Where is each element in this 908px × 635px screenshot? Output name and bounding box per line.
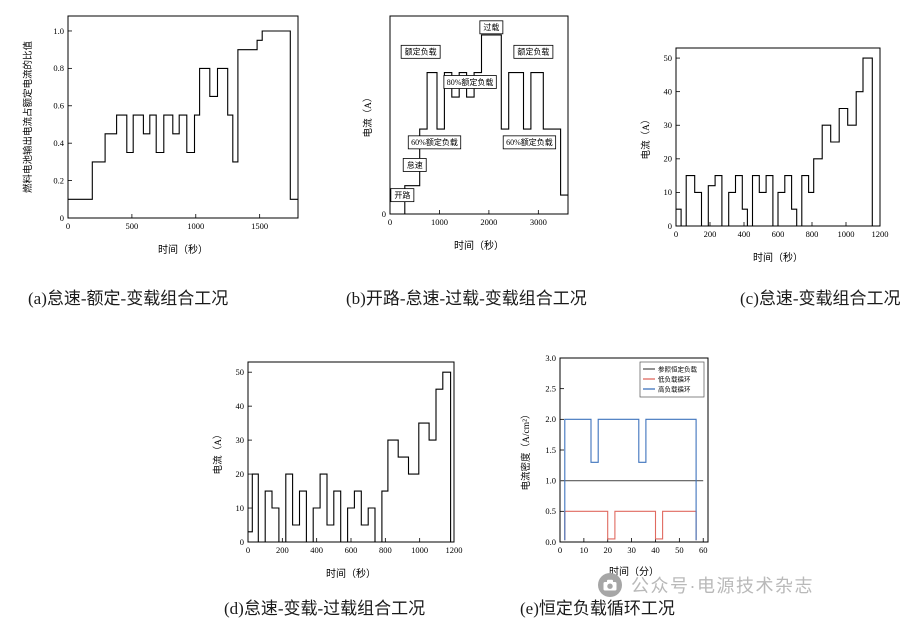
svg-text:1000: 1000 [838,229,855,239]
svg-text:1000: 1000 [187,221,204,231]
svg-text:80%额定负载: 80%额定负载 [447,77,494,87]
svg-text:0: 0 [558,545,562,555]
svg-text:1000: 1000 [431,217,448,227]
svg-text:40: 40 [236,401,245,411]
svg-text:10: 10 [580,545,589,555]
svg-text:30: 30 [627,545,636,555]
svg-text:40: 40 [664,86,673,96]
svg-text:0: 0 [240,537,244,547]
svg-text:50: 50 [675,545,684,555]
svg-text:0: 0 [668,221,672,231]
svg-text:10: 10 [664,187,673,197]
svg-text:800: 800 [379,545,392,555]
svg-text:电流密度（A/cm²）: 电流密度（A/cm²） [520,410,532,491]
svg-text:时间（秒）: 时间（秒） [158,243,208,256]
svg-text:0: 0 [66,221,70,231]
svg-text:200: 200 [276,545,289,555]
svg-text:怠速: 怠速 [407,160,423,170]
caption-c: (c)怠速-变载组合工况 [740,289,901,308]
chart-c: 0 200 400 600 800 1000 1200 0 10 20 30 40 50 时间（秒） 电流（… [638,40,890,266]
svg-text:时间（分）: 时间（分） [609,565,659,578]
svg-text:1500: 1500 [251,221,268,231]
chart-a: 0 500 1000 1500 0 0.2 0.4 0.6 0.8 1.0 时间（秒） 燃料电池输出电… [20,6,308,258]
chart-e-plot: 0 10 20 30 40 50 60 0.0 0.5 1.0 1.5 2.0 2.5 3.0 参照恒定负载… [520,353,709,578]
svg-text:600: 600 [345,545,358,555]
svg-text:高负载循环: 高负载循环 [658,384,691,393]
svg-text:200: 200 [704,229,717,239]
svg-text:1.0: 1.0 [545,475,556,485]
watermark: 公众号·电源技术杂志 [598,572,814,598]
svg-text:40: 40 [651,545,660,555]
watermark-text: 公众号·电源技术杂志 [631,576,814,596]
svg-text:额定负载: 额定负载 [517,47,549,57]
svg-text:低负载循环: 低负载循环 [658,374,691,383]
svg-text:60%额定负载: 60%额定负载 [506,137,553,147]
chart-a-plot: 0 500 1000 1500 0 0.2 0.4 0.6 0.8 1.0 时间（秒） 燃料电池输出电… [22,15,299,256]
chart-b: 0 1000 2000 3000 0 开路 怠速 60%额定负载 额定负载 80%额定负载 过载额定… [360,6,578,254]
svg-text:电流（A）: 电流（A） [640,115,652,160]
svg-text:0.4: 0.4 [53,138,64,148]
svg-text:0.2: 0.2 [53,175,64,185]
svg-text:800: 800 [806,229,819,239]
chart-d-plot: 0 200 400 600 800 1000 1200 0 10 20 30 40 50 时间（秒） 电流（… [212,361,463,580]
svg-text:额定负载: 额定负载 [405,47,437,57]
svg-text:电流（A）: 电流（A） [212,430,224,475]
svg-text:10: 10 [236,503,245,513]
svg-text:0: 0 [60,213,64,223]
svg-text:1200: 1200 [872,229,889,239]
svg-text:3000: 3000 [530,217,547,227]
svg-text:60: 60 [699,545,708,555]
svg-text:50: 50 [236,367,245,377]
svg-text:0: 0 [388,217,392,227]
svg-text:500: 500 [126,221,139,231]
svg-text:2000: 2000 [480,217,497,227]
svg-text:3.0: 3.0 [545,353,556,363]
caption-d: (d)怠速-变载-过载组合工况 [224,599,426,618]
svg-text:50: 50 [664,53,673,63]
svg-text:0: 0 [246,545,250,555]
svg-text:时间（秒）: 时间（秒） [326,567,376,580]
svg-text:30: 30 [664,120,673,130]
svg-text:参照恒定负载: 参照恒定负载 [658,364,698,373]
caption-a: (a)怠速-额定-变载组合工况 [28,289,229,308]
caption-b: (b)开路-怠速-过载-变载组合工况 [346,289,587,308]
svg-text:20: 20 [603,545,612,555]
svg-text:时间（秒）: 时间（秒） [454,239,504,252]
svg-text:1.5: 1.5 [545,445,556,455]
svg-text:1200: 1200 [446,545,463,555]
svg-text:20: 20 [664,154,673,164]
svg-text:0.6: 0.6 [53,101,64,111]
svg-text:燃料电池输出电流占额定电流的比值: 燃料电池输出电流占额定电流的比值 [22,41,34,194]
svg-text:400: 400 [310,545,323,555]
svg-text:开路: 开路 [394,190,410,200]
svg-text:0: 0 [382,209,386,219]
svg-text:2.0: 2.0 [545,414,556,424]
svg-text:20: 20 [236,469,245,479]
svg-text:2.5: 2.5 [545,383,556,393]
svg-text:电流（A）: 电流（A） [362,93,374,138]
chart-b-plot: 0 1000 2000 3000 0 开路 怠速 60%额定负载 额定负载 80%额定负载 过载额定… [362,15,569,252]
svg-text:1000: 1000 [411,545,428,555]
svg-text:0.8: 0.8 [53,63,64,73]
svg-text:0: 0 [674,229,678,239]
svg-text:过载: 过载 [483,22,499,32]
svg-text:时间（秒）: 时间（秒） [753,251,803,264]
chart-e: 0 10 20 30 40 50 60 0.0 0.5 1.0 1.5 2.0 2.5 3.0 参照恒定负载… [518,350,716,580]
camera-icon [598,573,622,597]
svg-text:60%额定负载: 60%额定负载 [411,137,458,147]
svg-text:0.5: 0.5 [545,506,556,516]
svg-text:30: 30 [236,435,245,445]
svg-text:600: 600 [772,229,785,239]
svg-text:0.0: 0.0 [545,537,556,547]
chart-c-plot: 0 200 400 600 800 1000 1200 0 10 20 30 40 50 时间（秒） 电流（… [640,47,889,264]
svg-text:1.0: 1.0 [53,26,64,36]
svg-text:400: 400 [738,229,751,239]
caption-e: (e)恒定负载循环工况 [520,599,675,618]
chart-d: 0 200 400 600 800 1000 1200 0 10 20 30 40 50 时间（秒） 电流（… [210,354,464,582]
